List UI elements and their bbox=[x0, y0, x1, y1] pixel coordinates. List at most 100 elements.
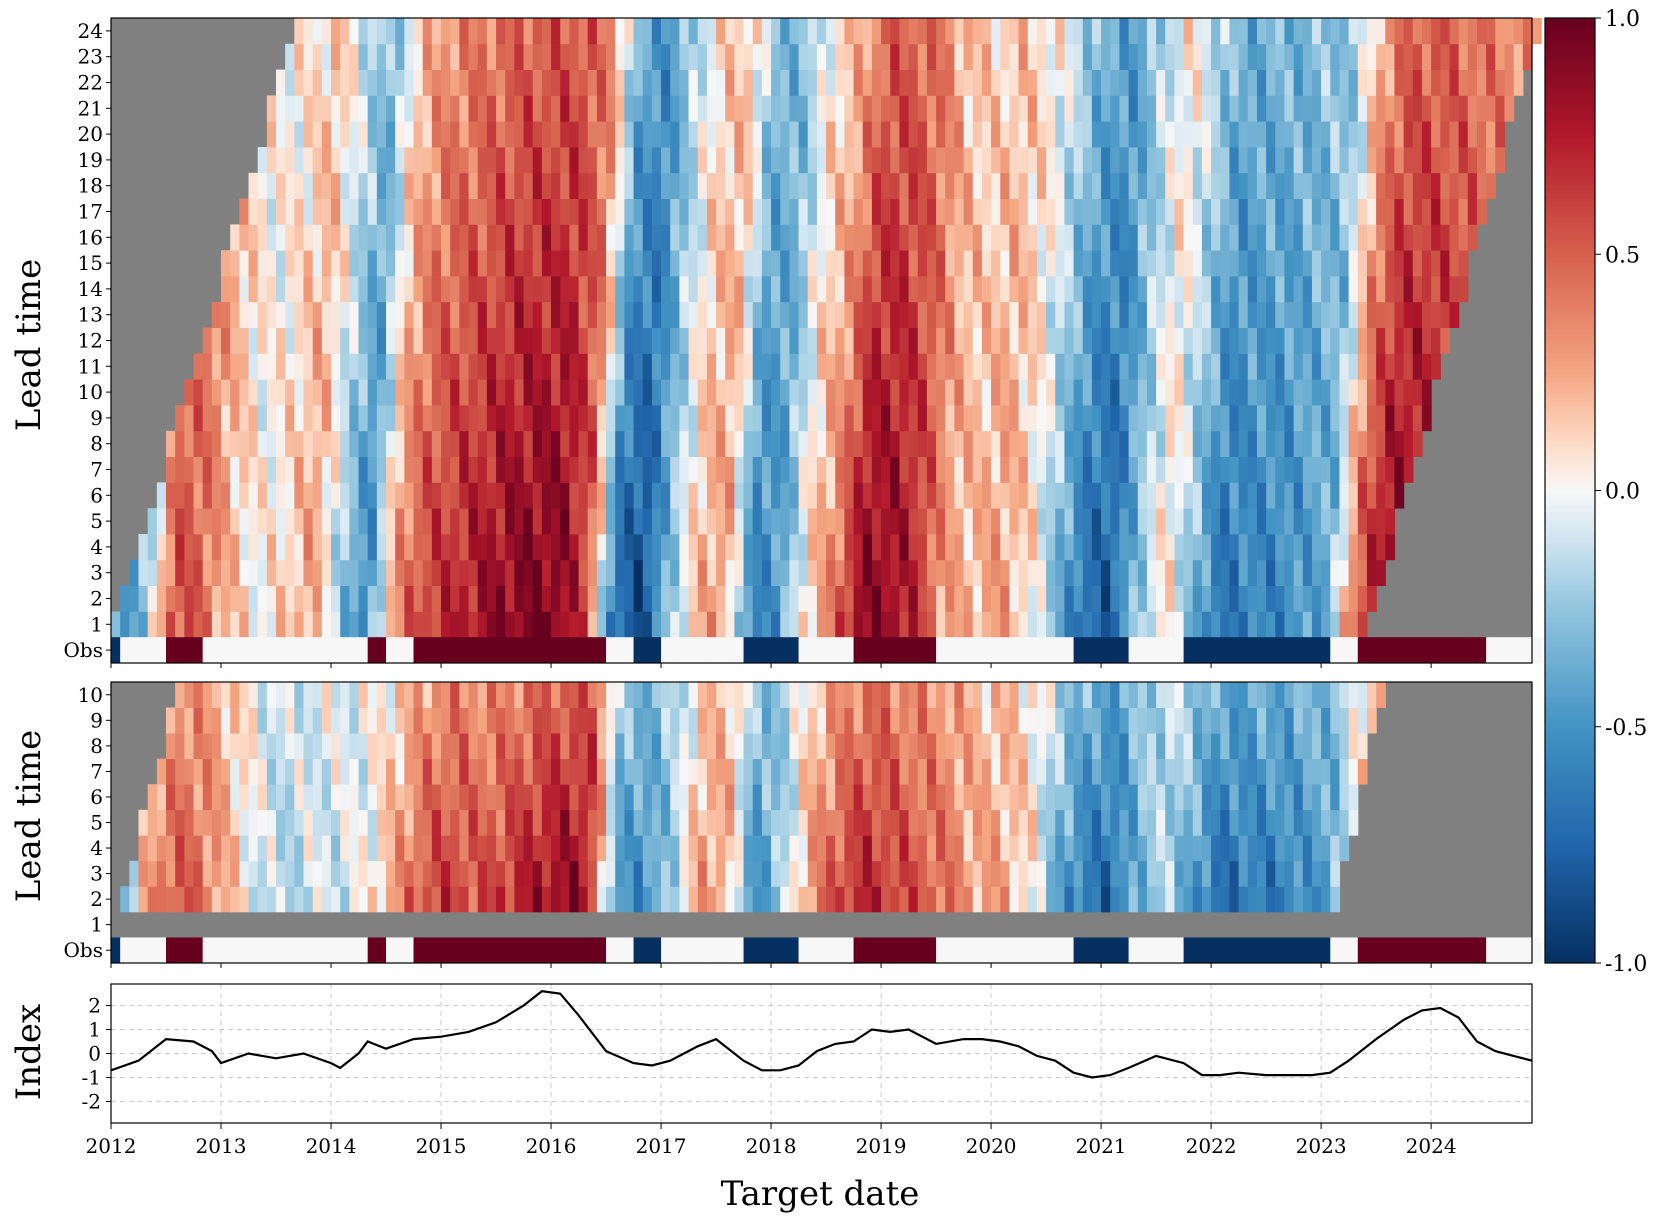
top-heatmap-cell bbox=[551, 121, 561, 148]
top-heatmap-cell bbox=[303, 147, 314, 174]
top-heatmap-cell bbox=[679, 430, 690, 457]
top-heatmap-cell bbox=[239, 430, 250, 457]
middle-heatmap-cell bbox=[386, 682, 396, 708]
middle-heatmap-cell bbox=[587, 733, 598, 760]
top-heatmap-cell bbox=[1119, 301, 1130, 328]
top-heatmap-cell bbox=[835, 508, 845, 535]
middle-heatmap-cell bbox=[1238, 682, 1249, 708]
top-heatmap-cell bbox=[303, 198, 314, 225]
middle-heatmap-cell bbox=[248, 682, 259, 708]
middle-heatmap-cell bbox=[706, 784, 717, 811]
top-heatmap-cell bbox=[1000, 379, 1011, 406]
top-heatmap-cell bbox=[587, 301, 598, 328]
middle-heatmap-cell bbox=[991, 784, 1001, 811]
top-heatmap-cell bbox=[1009, 18, 1020, 45]
top-heatmap-cell bbox=[1440, 198, 1451, 225]
top-heatmap-cell bbox=[862, 224, 873, 251]
top-heatmap-cell bbox=[1082, 121, 1093, 148]
middle-heatmap-cell bbox=[202, 784, 213, 811]
top-heatmap-cell bbox=[1431, 43, 1441, 70]
top-heatmap-cell bbox=[716, 353, 726, 380]
top-heatmap-cell bbox=[358, 301, 369, 328]
top-heatmap-cell bbox=[661, 430, 671, 457]
middle-heatmap-cell bbox=[1302, 707, 1313, 734]
top-heatmap-cell bbox=[1339, 69, 1350, 96]
top-heatmap-cell bbox=[1238, 121, 1249, 148]
top-heatmap-cell bbox=[1366, 276, 1377, 303]
middle-heatmap-cell bbox=[331, 758, 341, 785]
top-heatmap-cell bbox=[752, 147, 763, 174]
top-heatmap-cell bbox=[1046, 18, 1056, 45]
top-heatmap-cell bbox=[1266, 379, 1276, 406]
top-heatmap-cell bbox=[1403, 43, 1414, 70]
top-heatmap-cell bbox=[991, 585, 1001, 612]
middle-heatmap-cell bbox=[376, 860, 387, 887]
top-heatmap-cell bbox=[954, 43, 965, 70]
top-heatmap-cell bbox=[1293, 301, 1304, 328]
top-heatmap-cell bbox=[890, 250, 901, 277]
top-heatmap-cell bbox=[991, 18, 1001, 45]
top-heatmap-cell bbox=[1073, 353, 1084, 380]
top-heatmap-cell bbox=[661, 95, 671, 122]
middle-heatmap-cell bbox=[761, 707, 772, 734]
top-heatmap-cell bbox=[1046, 585, 1056, 612]
top-heatmap-cell bbox=[1156, 508, 1166, 535]
top-heatmap-cell bbox=[1256, 198, 1267, 225]
top-heatmap-cell bbox=[1027, 482, 1038, 509]
top-heatmap-cell bbox=[1275, 18, 1286, 45]
middle-heatmap-cell bbox=[367, 758, 378, 785]
top-heatmap-cell bbox=[276, 198, 286, 225]
middle-heatmap-cell bbox=[276, 733, 286, 760]
top-heatmap-cell bbox=[1027, 224, 1038, 251]
top-obs-cell bbox=[1394, 637, 1405, 663]
middle-heatmap-cell bbox=[716, 682, 726, 708]
top-heatmap-cell bbox=[1137, 198, 1148, 225]
middle-heatmap-cell bbox=[505, 707, 515, 734]
top-heatmap-cell bbox=[230, 301, 240, 328]
top-obs-cell bbox=[404, 637, 415, 663]
middle-heatmap-cell bbox=[1211, 758, 1221, 785]
top-heatmap-cell bbox=[1311, 147, 1322, 174]
top-heatmap-cell bbox=[1082, 353, 1093, 380]
top-heatmap-cell bbox=[541, 250, 552, 277]
top-heatmap-cell bbox=[312, 353, 323, 380]
top-heatmap-cell bbox=[468, 276, 479, 303]
top-heatmap-cell bbox=[624, 405, 635, 432]
top-heatmap-cell bbox=[202, 327, 213, 354]
middle-heatmap-cell bbox=[615, 835, 625, 862]
top-heatmap-cell bbox=[376, 250, 387, 277]
top-heatmap-cell bbox=[615, 353, 625, 380]
top-heatmap-cell bbox=[386, 508, 396, 535]
top-heatmap-cell bbox=[624, 250, 635, 277]
top-heatmap-cell bbox=[248, 250, 259, 277]
middle-heatmap-cell bbox=[780, 860, 790, 887]
middle-heatmap-cell bbox=[303, 886, 314, 913]
middle-heatmap-cell bbox=[477, 733, 488, 760]
top-heatmap-cell bbox=[835, 611, 845, 638]
middle-heatmap-cell bbox=[651, 886, 662, 913]
top-heatmap-cell bbox=[395, 353, 405, 380]
top-heatmap-cell bbox=[248, 508, 259, 535]
middle-heatmap-cell bbox=[532, 886, 543, 913]
middle-heatmap-cell bbox=[1183, 784, 1194, 811]
top-obs-cell bbox=[202, 637, 213, 663]
top-heatmap-cell bbox=[642, 559, 653, 586]
top-heatmap-cell bbox=[945, 301, 956, 328]
top-heatmap-cell bbox=[1091, 585, 1102, 612]
middle-obs-cell bbox=[376, 937, 387, 963]
top-heatmap-cell bbox=[349, 250, 360, 277]
top-heatmap-cell bbox=[156, 559, 167, 586]
top-heatmap-cell bbox=[1128, 121, 1139, 148]
top-heatmap-cell bbox=[606, 508, 616, 535]
top-heatmap-cell bbox=[1119, 559, 1130, 586]
top-heatmap-cell bbox=[1266, 327, 1276, 354]
top-heatmap-cell bbox=[835, 69, 845, 96]
top-heatmap-cell bbox=[386, 301, 396, 328]
middle-heatmap-cell bbox=[725, 809, 735, 836]
top-heatmap-cell bbox=[468, 224, 479, 251]
top-heatmap-cell bbox=[1311, 327, 1322, 354]
top-heatmap-cell bbox=[257, 430, 268, 457]
top-heatmap-cell bbox=[422, 379, 433, 406]
top-heatmap-cell bbox=[633, 585, 644, 612]
top-heatmap-cell bbox=[596, 611, 607, 638]
